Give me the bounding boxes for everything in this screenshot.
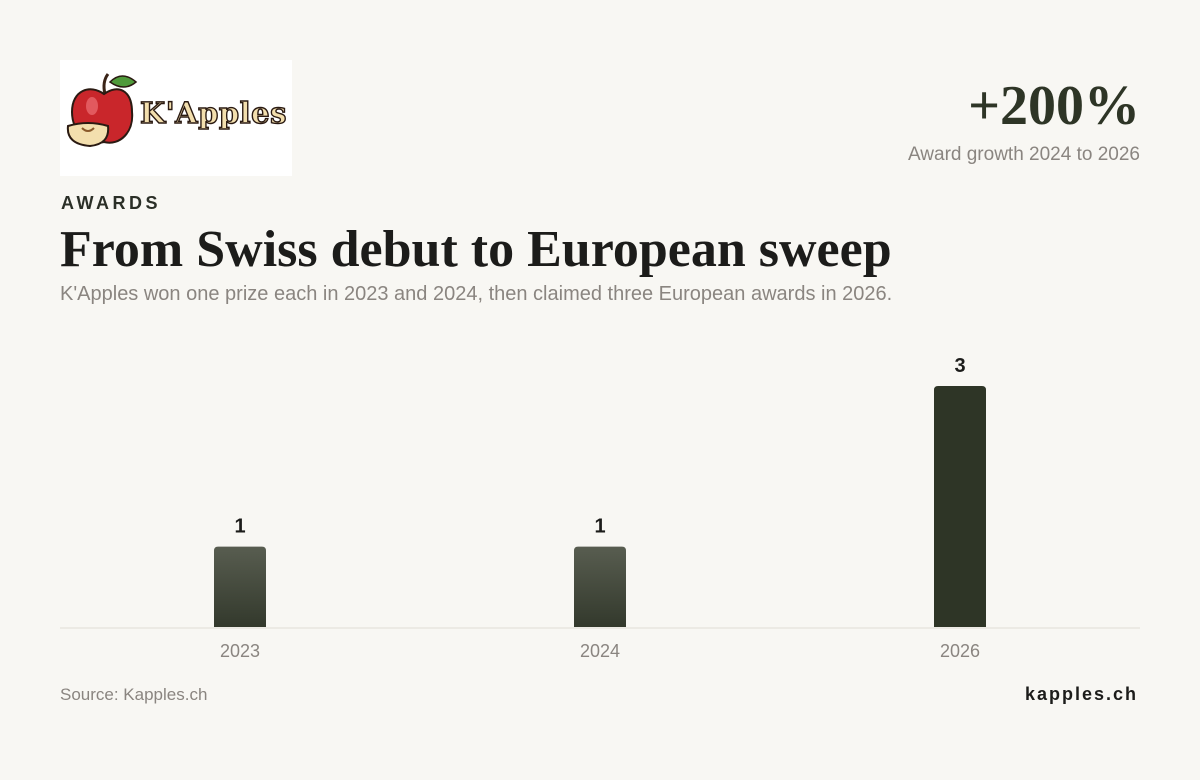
bar-2024: [574, 546, 626, 627]
logo-wordmark: K'Apples: [139, 95, 287, 130]
brand-logo: K'Apples: [60, 60, 292, 176]
apple-icon: [66, 73, 138, 148]
source-note: Source: Kapples.ch: [60, 685, 208, 704]
growth-stat: +200% Award growth 2024 to 2026: [908, 76, 1140, 166]
site-link[interactable]: kapples.ch: [1024, 684, 1138, 704]
bar-2026: [934, 386, 986, 627]
x-tick-2024: 2024: [580, 641, 620, 661]
section-eyebrow: AWARDS: [61, 193, 162, 213]
growth-label: Award growth 2024 to 2026: [907, 144, 1140, 165]
growth-value: +200%: [968, 75, 1140, 137]
x-tick-2023: 2023: [220, 641, 260, 661]
data-label-2026: 3: [954, 355, 965, 377]
page-title: From Swiss debut to European sweep: [60, 221, 892, 278]
data-label-2023: 1: [234, 516, 245, 538]
page-subtitle: K'Apples won one prize each in 2023 and …: [60, 283, 893, 305]
data-label-2024: 1: [594, 516, 605, 538]
bar-2023: [214, 546, 266, 627]
x-tick-2026: 2026: [940, 641, 980, 661]
